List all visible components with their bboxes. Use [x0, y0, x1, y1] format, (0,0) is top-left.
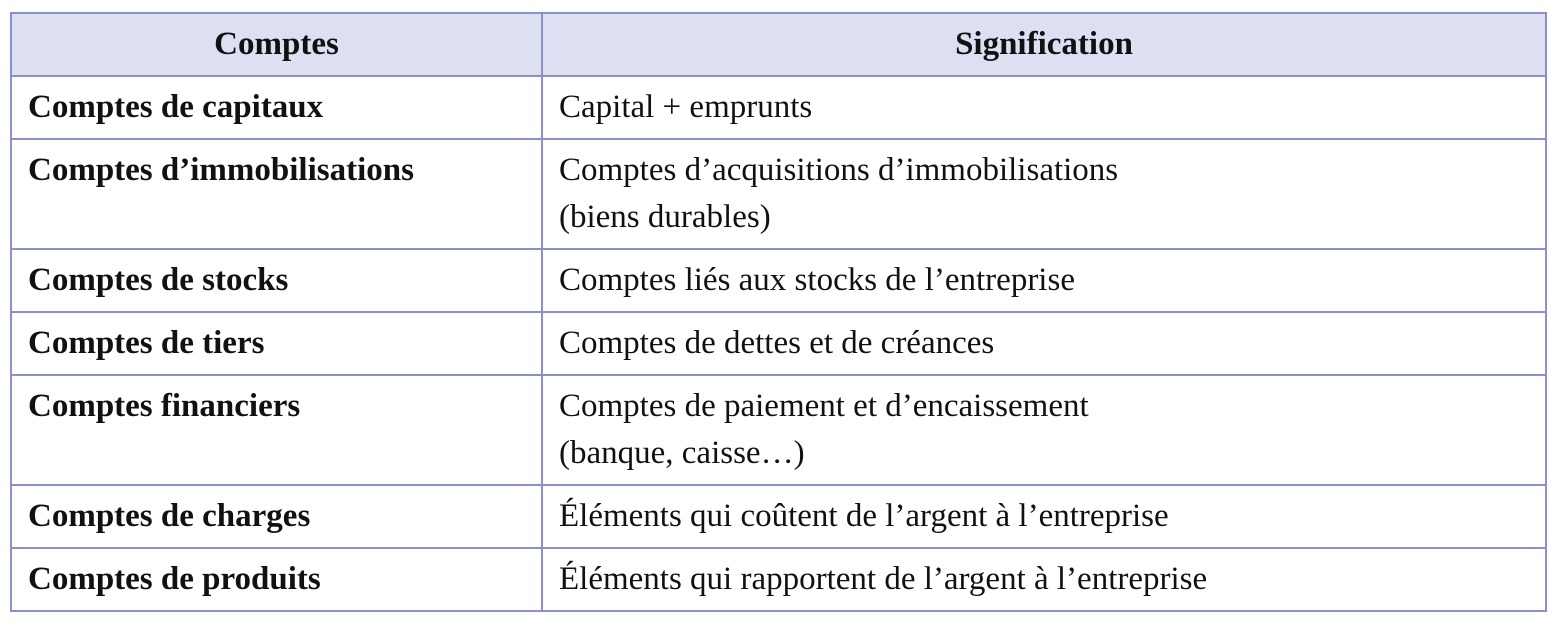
meaning-line: (banque, caisse…)	[559, 435, 805, 471]
header-signification: Signification	[541, 12, 1547, 77]
account-name: Comptes de produits	[10, 547, 543, 612]
header-comptes: Comptes	[10, 12, 543, 77]
meaning-line: (biens durables)	[559, 199, 771, 235]
account-meaning: Comptes de dettes et de créances	[541, 311, 1547, 376]
account-meaning: Comptes de paiement et d’encaissement (ba…	[541, 374, 1547, 486]
meaning-line: Comptes d’acquisitions d’immobilisations	[559, 152, 1119, 188]
table-row: Comptes financiers Comptes de paiement et…	[10, 374, 1547, 486]
meaning-line: Éléments qui rapportent de l’argent à l’…	[559, 561, 1208, 597]
account-name: Comptes d’immobilisations	[10, 138, 543, 250]
table-row: Comptes de produits Éléments qui rapporte…	[10, 547, 1547, 612]
meaning-line: Éléments qui coûtent de l’argent à l’ent…	[559, 498, 1169, 534]
account-meaning: Capital + emprunts	[541, 75, 1547, 140]
account-name: Comptes de stocks	[10, 248, 543, 313]
account-name: Comptes de capitaux	[10, 75, 543, 140]
account-name: Comptes de tiers	[10, 311, 543, 376]
account-meaning: Éléments qui coûtent de l’argent à l’ent…	[541, 484, 1547, 549]
table-row: Comptes de charges Éléments qui coûtent d…	[10, 484, 1547, 549]
table-row: Comptes de stocks Comptes liés aux stocks…	[10, 248, 1547, 313]
table-row: Comptes d’immobilisations Comptes d’acqui…	[10, 138, 1547, 250]
meaning-line: Comptes de paiement et d’encaissement	[559, 388, 1089, 424]
account-meaning: Comptes liés aux stocks de l’entreprise	[541, 248, 1547, 313]
account-name: Comptes de charges	[10, 484, 543, 549]
meaning-line: Comptes de dettes et de créances	[559, 325, 995, 361]
account-meaning: Comptes d’acquisitions d’immobilisations…	[541, 138, 1547, 250]
table-row: Comptes de capitaux Capital + emprunts	[10, 75, 1547, 140]
meaning-line: Capital + emprunts	[559, 89, 813, 125]
account-meaning: Éléments qui rapportent de l’argent à l’…	[541, 547, 1547, 612]
table-row: Comptes de tiers Comptes de dettes et de …	[10, 311, 1547, 376]
meaning-line: Comptes liés aux stocks de l’entreprise	[559, 262, 1075, 298]
header-row: Comptes Signification	[10, 12, 1547, 77]
account-name: Comptes financiers	[10, 374, 543, 486]
accounts-table: Comptes Signification Comptes de capitau…	[10, 12, 1547, 612]
